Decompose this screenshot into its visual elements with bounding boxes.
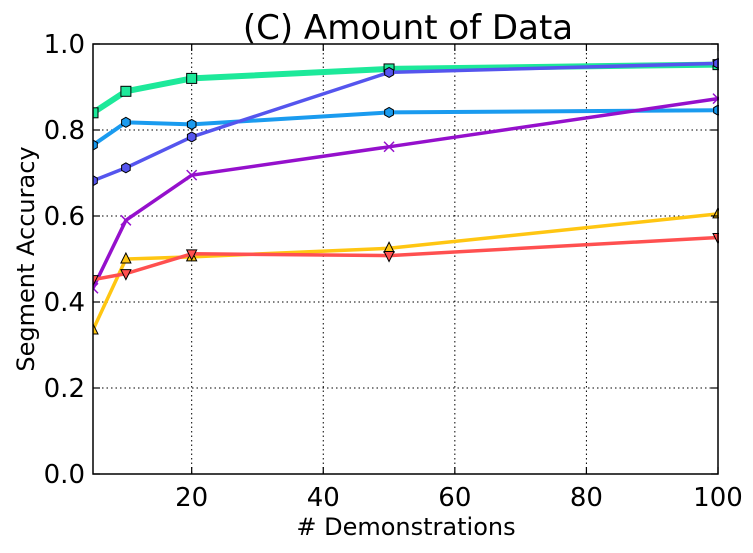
- x-tick-label: 100: [693, 483, 743, 513]
- data-point: [121, 162, 131, 174]
- data-point: [186, 72, 198, 84]
- series-lines: [93, 57, 719, 335]
- chart-title: (C) Amount of Data: [243, 8, 573, 48]
- data-point: [185, 249, 198, 261]
- plot-area: [93, 57, 719, 335]
- x-tick-label: 80: [570, 483, 603, 513]
- data-point: [93, 275, 99, 287]
- data-point: [384, 66, 394, 78]
- axis-ticks: 20 40 60 80 100 0.0 0.2 0.4 0.6 0.8 1.0: [44, 30, 743, 513]
- data-point: [121, 116, 131, 128]
- x-axis-label: # Demonstrations: [296, 513, 515, 541]
- data-point: [383, 251, 395, 263]
- data-point: [93, 139, 98, 151]
- x-tick-label: 40: [307, 483, 340, 513]
- data-point: [120, 251, 132, 264]
- series-5: [93, 206, 719, 335]
- grid: [93, 43, 719, 475]
- data-point: [120, 269, 132, 281]
- data-point: [120, 214, 132, 226]
- y-tick-label: 0.8: [44, 116, 85, 146]
- series-6: [93, 233, 719, 287]
- data-point: [186, 118, 197, 130]
- series-line: [93, 212, 719, 331]
- y-tick-label: 0.4: [44, 288, 85, 318]
- y-axis-label: Segment Accuracy: [12, 146, 40, 371]
- data-point: [186, 131, 197, 143]
- data-point: [383, 141, 395, 153]
- series-3: [93, 57, 719, 187]
- plot-frame: [92, 43, 719, 475]
- data-point: [93, 322, 99, 335]
- data-point: [93, 175, 98, 187]
- y-tick-label: 1.0: [44, 30, 85, 60]
- data-point: [186, 169, 198, 181]
- data-point: [93, 107, 99, 119]
- y-tick-label: 0.0: [44, 460, 85, 490]
- y-tick-label: 0.2: [44, 374, 85, 404]
- data-point: [93, 282, 99, 294]
- data-point: [384, 106, 394, 118]
- data-point: [120, 85, 132, 97]
- x-tick-label: 20: [175, 483, 208, 513]
- x-tick-label: 60: [438, 483, 471, 513]
- y-tick-label: 0.6: [44, 202, 85, 232]
